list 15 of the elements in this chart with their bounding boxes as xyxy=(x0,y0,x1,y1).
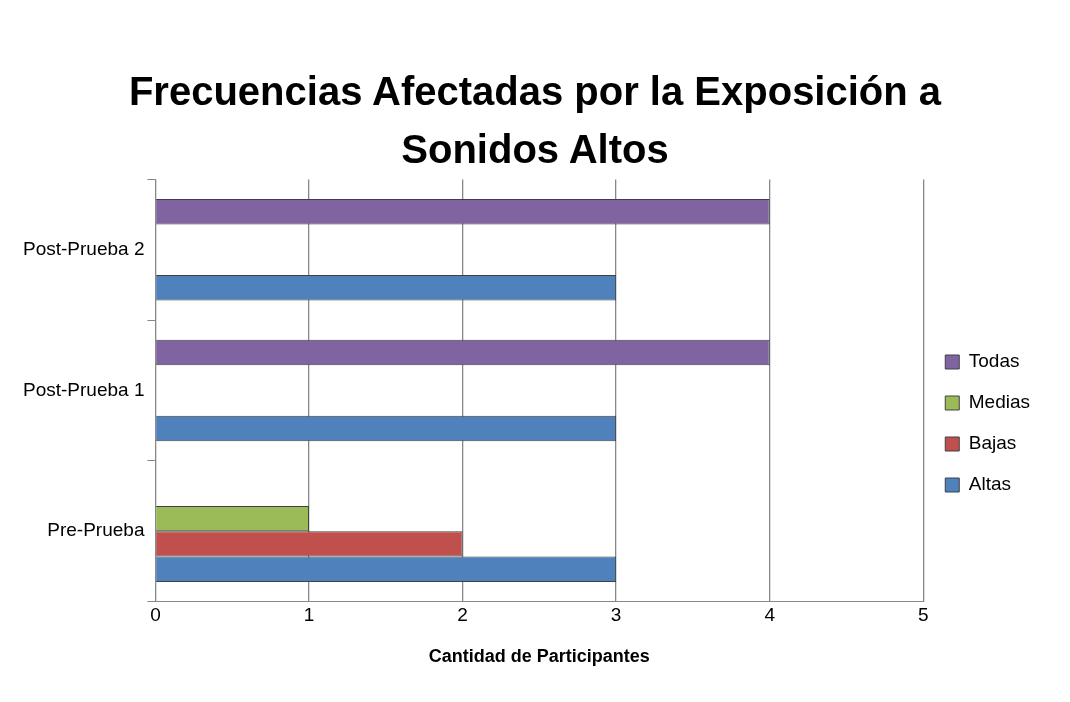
x-tick-label: 0 xyxy=(150,604,161,626)
y-tick-label: Post-Prueba 2 xyxy=(22,238,145,259)
x-tick-label: 2 xyxy=(457,604,468,626)
x-tick-label: 4 xyxy=(764,604,776,626)
legend-label: Altas xyxy=(968,473,1011,495)
legend-label: Medias xyxy=(968,391,1030,413)
chart-title: Frecuencias Afectadas por la Exposición a Sonidos Altos xyxy=(127,68,943,173)
legend-label: Todas xyxy=(968,350,1020,372)
y-tick-label: Post-Prueba 1 xyxy=(22,378,145,400)
x-tick-label: 5 xyxy=(917,604,929,626)
y-tick-label: Pre-Prueba xyxy=(47,519,145,541)
legend-label: Bajas xyxy=(968,432,1017,454)
x-tick-label: 1 xyxy=(303,604,315,626)
x-tick-label: 3 xyxy=(610,604,622,626)
x-axis-title: Cantidad de Participantes xyxy=(428,646,650,667)
